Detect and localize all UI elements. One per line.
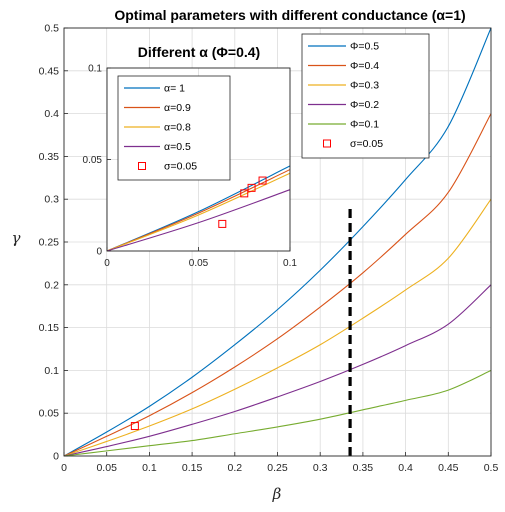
main-series-line-3 [63, 198, 492, 457]
main-x-tick-label: 0.25 [267, 462, 288, 474]
main-legend-box [301, 33, 430, 159]
main-axes-frame [63, 27, 492, 457]
main-x-tick-label: 0.3 [313, 462, 328, 474]
main-legend-label: Φ=0.1 [350, 119, 379, 131]
main-series-line-1 [63, 27, 492, 457]
inset-y-tick-label: 0 [96, 247, 102, 258]
main-y-tick-label: 0 [53, 451, 59, 463]
main-x-axis-label: β [272, 485, 282, 503]
main-x-tick-label: 0.5 [484, 462, 499, 474]
main-y-tick-label: 0.5 [44, 23, 59, 35]
main-y-tick-label: 0.15 [39, 322, 60, 334]
main-y-axis-label: γ [12, 229, 21, 247]
main-y-tick-label: 0.2 [44, 279, 59, 291]
main-x-tick-label: 0.1 [142, 462, 157, 474]
main-series-line-2 [63, 113, 492, 457]
inset-legend-label: α=0.9 [164, 102, 191, 114]
main-x-tick-label: 0.45 [438, 462, 459, 474]
main-series-line-5 [63, 369, 492, 457]
inset-legend-label: σ=0.05 [164, 161, 197, 173]
main-legend-label: Φ=0.2 [350, 99, 379, 111]
inset-y-tick-label: 0.05 [83, 155, 103, 166]
inset-series-line-4 [106, 189, 291, 252]
main-y-tick-label: 0.25 [39, 237, 60, 249]
main-x-tick-label: 0.4 [398, 462, 413, 474]
main-legend-label: Φ=0.3 [350, 80, 379, 92]
main-x-tick-label: 0.35 [353, 462, 374, 474]
inset-axes-frame [106, 67, 291, 252]
inset-x-tick-label: 0.1 [283, 258, 297, 269]
inset-legend-swatch [138, 162, 146, 170]
main-legend-label: Φ=0.5 [350, 41, 379, 53]
inset-x-tick-label: 0.05 [189, 258, 209, 269]
main-legend-swatch [323, 139, 331, 148]
inset-sigma-marker [247, 183, 256, 192]
main-sigma-marker [130, 422, 139, 431]
main-y-tick-label: 0.45 [39, 65, 60, 77]
inset-y-tick-label: 0.1 [88, 64, 102, 75]
main-y-tick-label: 0.1 [44, 365, 59, 377]
main-x-tick-label: 0 [61, 462, 67, 474]
main-chart-title: Optimal parameters with different conduc… [114, 7, 465, 23]
main-legend-label: σ=0.05 [350, 138, 383, 150]
inset-legend: α= 1 α=0.9 α=0.8 α=0.5 σ=0.05 [117, 75, 231, 181]
inset-sigma-marker [240, 189, 249, 198]
inset-legend-box [117, 75, 231, 181]
main-series-line-4 [63, 284, 492, 457]
inset-chart-title: Different α (Φ=0.4) [138, 44, 260, 60]
main-x-tick-label: 0.15 [182, 462, 203, 474]
main-legend: Φ=0.5 Φ=0.4 Φ=0.3 Φ=0.2 Φ=0.1 σ=0.05 [301, 33, 430, 159]
inset-x-tick-label: 0 [104, 258, 110, 269]
main-y-tick-label: 0.05 [39, 408, 60, 420]
main-legend-label: Φ=0.4 [350, 60, 379, 72]
inset-legend-label: α=0.5 [164, 141, 191, 153]
inset-legend-label: α= 1 [164, 83, 185, 95]
inset-legend-label: α=0.8 [164, 122, 191, 134]
inset-sigma-marker [218, 219, 227, 228]
inset-series-line-3 [106, 172, 291, 252]
inset-sigma-marker [258, 176, 267, 185]
main-x-tick-label: 0.05 [96, 462, 117, 474]
main-y-tick-label: 0.3 [44, 194, 59, 206]
main-y-tick-label: 0.35 [39, 151, 60, 163]
main-y-tick-label: 0.4 [44, 108, 59, 120]
main-x-tick-label: 0.2 [227, 462, 242, 474]
